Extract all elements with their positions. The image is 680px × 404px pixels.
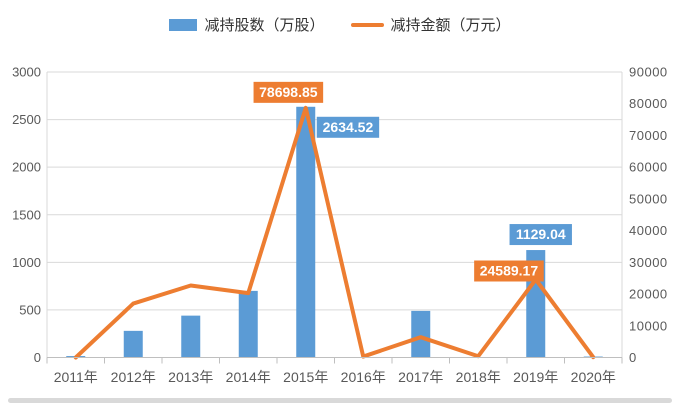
right-axis-tick-label: 70000 — [629, 128, 668, 143]
line-series-swatch-icon — [350, 22, 384, 27]
left-axis-tick-label: 2500 — [12, 112, 41, 127]
x-axis-category-label: 2018年 — [456, 369, 501, 385]
x-axis-category-label: 2016年 — [341, 369, 386, 385]
legend-label-shares: 减持股数（万股） — [204, 17, 325, 34]
bar-2014年 — [238, 290, 258, 358]
left-axis-tick-label: 0 — [34, 350, 41, 365]
right-axis-tick-label: 0 — [629, 350, 637, 365]
right-axis-tick-label: 50000 — [629, 191, 668, 206]
right-axis-tick-label: 30000 — [629, 255, 668, 270]
chart-legend: 减持股数（万股） 减持金额（万元） — [0, 14, 680, 35]
left-axis-tick-label: 500 — [19, 302, 41, 317]
data-label-box — [509, 224, 572, 246]
right-axis-tick-label: 10000 — [629, 318, 668, 333]
data-label-box — [253, 81, 324, 103]
right-axis-tick-label: 80000 — [629, 96, 668, 111]
horizontal-scrollbar[interactable] — [8, 398, 672, 403]
x-axis-category-label: 2012年 — [111, 369, 156, 385]
right-axis-tick-label: 60000 — [629, 160, 668, 175]
amount-line-series — [73, 105, 596, 360]
x-axis-category-label: 2014年 — [226, 369, 271, 385]
left-axis-tick-label: 1000 — [12, 255, 41, 270]
legend-item-shares[interactable]: 减持股数（万股） — [169, 14, 325, 35]
bar-2015年 — [296, 106, 316, 358]
x-axis-category-label: 2020年 — [571, 369, 616, 385]
legend-label-amount: 减持金额（万元） — [390, 17, 511, 34]
data-label-value: 78698.85 — [259, 84, 318, 100]
right-axis-tick-label: 20000 — [629, 287, 668, 302]
legend-item-amount[interactable]: 减持金额（万元） — [350, 14, 511, 35]
x-axis-category-label: 2019年 — [513, 369, 558, 385]
bar-2017年 — [411, 310, 431, 358]
data-label-value: 1129.04 — [516, 226, 566, 242]
left-axis-tick-label: 1500 — [12, 207, 41, 222]
bar-2013年 — [181, 315, 201, 358]
bar-series-swatch-icon — [169, 18, 198, 31]
x-axis-category-label: 2015年 — [283, 369, 328, 385]
right-axis-tick-label: 40000 — [629, 223, 668, 238]
data-label-value: 2634.52 — [323, 119, 374, 135]
bar-2012年 — [123, 330, 143, 358]
x-axis-category-label: 2013年 — [168, 369, 213, 385]
right-axis-tick-label: 90000 — [629, 65, 668, 80]
x-axis-category-label: 2011年 — [54, 369, 98, 385]
data-label-box — [474, 260, 544, 282]
left-axis-tick-label: 2000 — [12, 160, 41, 175]
data-label-value: 24589.17 — [480, 262, 539, 278]
data-label-box — [316, 116, 380, 138]
x-axis-category-label: 2017年 — [398, 369, 443, 385]
left-axis-tick-label: 3000 — [12, 65, 41, 80]
